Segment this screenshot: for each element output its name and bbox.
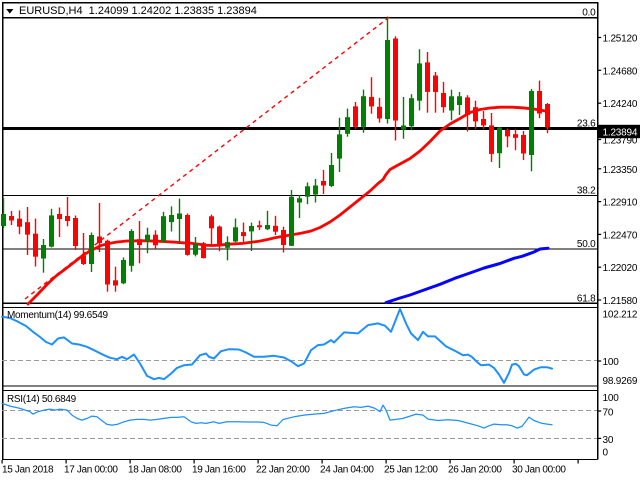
svg-text:1.25120: 1.25120	[603, 34, 638, 45]
svg-text:1.21580: 1.21580	[603, 296, 638, 307]
svg-text:1.23894: 1.23894	[603, 127, 638, 138]
svg-text:1.22910: 1.22910	[603, 198, 638, 209]
svg-text:19 Jan 16:00: 19 Jan 16:00	[192, 465, 246, 476]
svg-text:26 Jan 20:00: 26 Jan 20:00	[448, 465, 502, 476]
svg-text:18 Jan 08:00: 18 Jan 08:00	[128, 465, 182, 476]
svg-text:23.6: 23.6	[577, 118, 596, 129]
svg-text:38.2: 38.2	[577, 185, 596, 196]
svg-text:1.24240: 1.24240	[603, 99, 638, 110]
svg-text:15 Jan 2018: 15 Jan 2018	[2, 465, 54, 476]
svg-text:1.22020: 1.22020	[603, 263, 638, 274]
svg-text:1.23350: 1.23350	[603, 165, 638, 176]
svg-text:0.0: 0.0	[582, 8, 596, 19]
svg-text:1.23790: 1.23790	[603, 136, 638, 147]
svg-text:24 Jan 04:00: 24 Jan 04:00	[320, 465, 374, 476]
svg-text:98.9269: 98.9269	[603, 376, 638, 387]
svg-text:61.8: 61.8	[577, 293, 596, 304]
svg-text:Momentum(14) 99.6549: Momentum(14) 99.6549	[7, 310, 108, 321]
svg-text:25 Jan 12:00: 25 Jan 12:00	[384, 465, 438, 476]
svg-text:EURUSD,H4 1.24099 1.24202 1.2: EURUSD,H4 1.24099 1.24202 1.23835 1.2389…	[19, 5, 257, 17]
svg-text:22 Jan 20:00: 22 Jan 20:00	[256, 465, 310, 476]
svg-text:1.22470: 1.22470	[603, 230, 638, 241]
svg-text:RSI(14) 50.6849: RSI(14) 50.6849	[7, 394, 77, 405]
svg-text:102.212: 102.212	[603, 310, 638, 321]
svg-text:0: 0	[603, 447, 609, 458]
svg-text:30 Jan 00:00: 30 Jan 00:00	[512, 465, 566, 476]
svg-text:17 Jan 00:00: 17 Jan 00:00	[64, 465, 118, 476]
svg-text:100: 100	[603, 357, 620, 368]
svg-text:70: 70	[603, 407, 614, 418]
svg-text:50.0: 50.0	[577, 239, 596, 250]
svg-text:30: 30	[603, 435, 614, 446]
svg-text:1.24680: 1.24680	[603, 66, 638, 77]
svg-text:100: 100	[603, 393, 620, 404]
